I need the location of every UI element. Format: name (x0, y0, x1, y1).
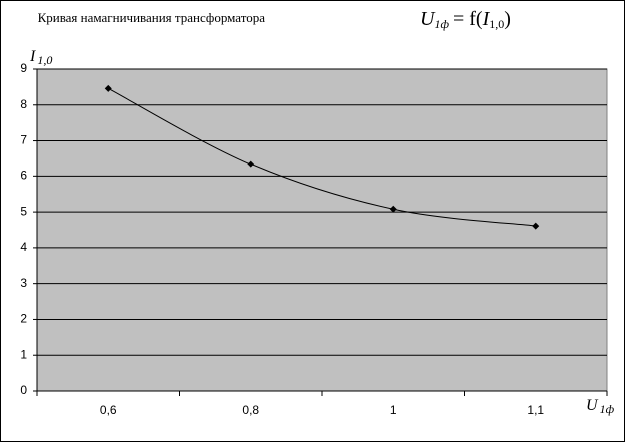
y-tick-label: 6 (20, 169, 27, 183)
axis-label-part: I (29, 48, 36, 65)
series-line (108, 87, 536, 227)
x-tick-label: 1 (390, 403, 397, 417)
y-tick-label: 4 (20, 240, 27, 254)
x-tick-label: 1,1 (527, 403, 544, 417)
y-tick-label: 8 (20, 97, 27, 111)
axis-label-part: U (586, 397, 599, 414)
point-marker (532, 222, 540, 230)
formula-part: 1,0 (489, 17, 504, 31)
point-marker (247, 160, 255, 168)
y-tick-label: 2 (20, 312, 27, 326)
plot-area (36, 68, 608, 392)
formula-part: 1ф (434, 17, 449, 31)
y-tick-label: 9 (20, 61, 27, 75)
y-tick-label: 5 (20, 204, 27, 218)
y-axis-label: I 1,0 (29, 48, 52, 67)
point-marker (389, 205, 397, 213)
chart-title: Кривая намагничивания трансформатора (38, 10, 266, 25)
x-tick-label: 0,8 (242, 403, 259, 417)
formula-part: U (420, 8, 436, 30)
formula-part: ) (504, 8, 511, 30)
y-tick-label: 3 (20, 276, 27, 290)
formula-part: I (482, 8, 491, 30)
point-marker (104, 84, 112, 92)
x-tick-label: 0,6 (100, 403, 117, 417)
title-formula: U1ф = f(I1,0) (420, 8, 511, 31)
y-tick-label: 1 (20, 347, 27, 361)
axis-label-part: 1ф (600, 402, 615, 416)
y-tick-label: 0 (20, 383, 27, 397)
formula-part: = f( (453, 8, 483, 30)
axis-label-part: 1,0 (37, 53, 52, 67)
x-axis-label: U 1ф (586, 397, 615, 416)
y-tick-label: 7 (20, 133, 27, 147)
